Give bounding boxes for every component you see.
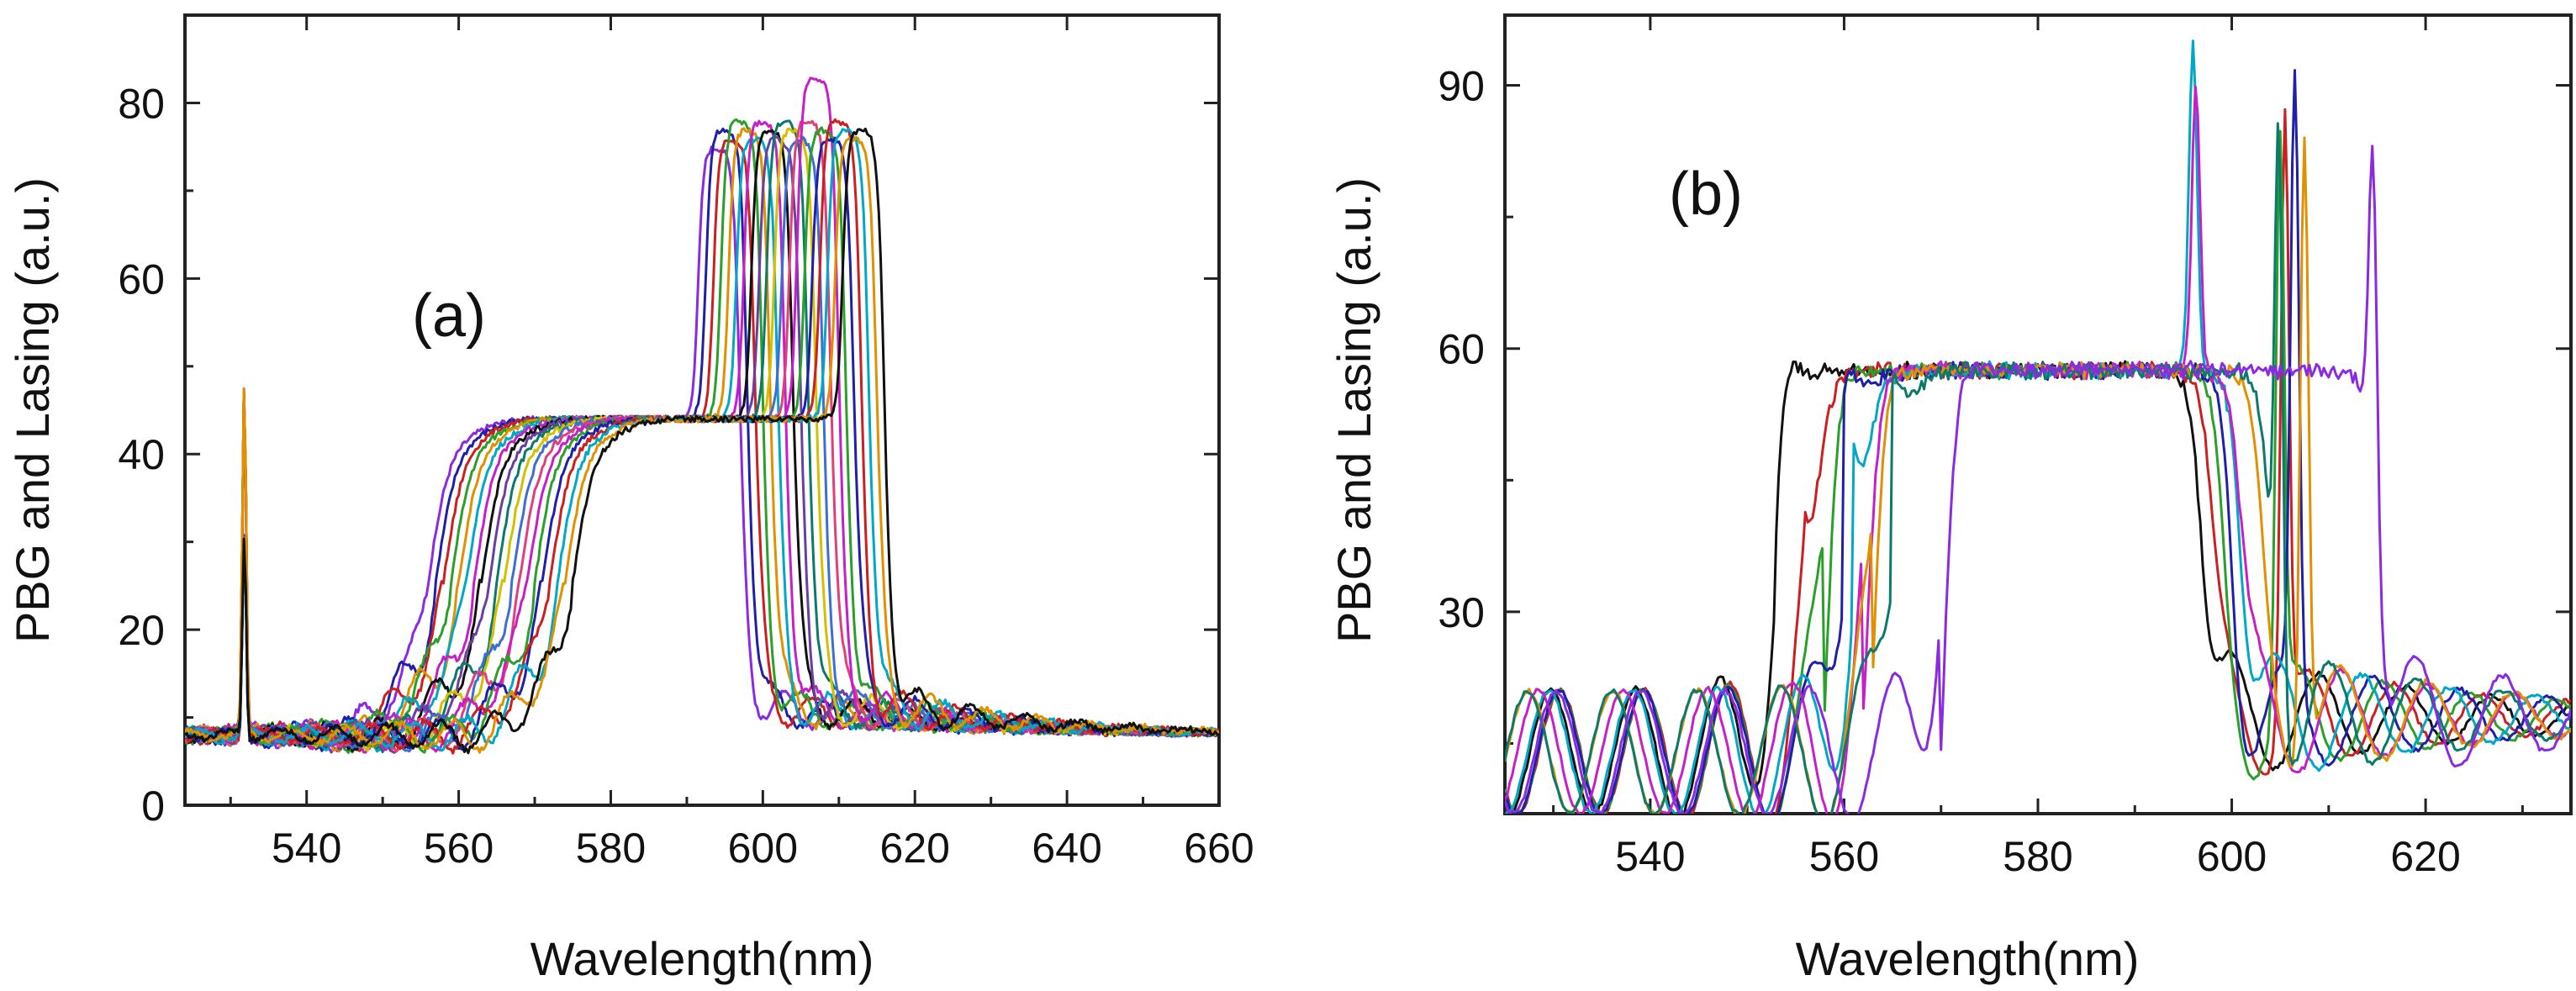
y-tick-label: 0 (141, 783, 165, 830)
panel-b-plot-frame (1503, 13, 2573, 815)
x-tick-label: 600 (2197, 833, 2267, 880)
x-tick-label: 620 (880, 825, 950, 872)
series-s20-line (185, 127, 1219, 755)
panel-a-label: (a) (412, 282, 486, 350)
x-tick-label: 580 (2003, 833, 2072, 880)
y-tick-label: 30 (1438, 589, 1485, 636)
y-tick-label: 60 (1438, 326, 1485, 373)
x-tick-label: 560 (1809, 833, 1879, 880)
panel-a-axes: 540 560 580 600 620 640 660 0 20 40 60 80 (118, 15, 1254, 872)
panel-b-series-group (1505, 40, 2571, 814)
panel-b-y-axis-title: PBG and Lasing (a.u.) (1328, 177, 1380, 643)
x-tick-label: 620 (2390, 833, 2460, 880)
series-b7-line (1505, 136, 2571, 814)
series-b9-line (1505, 145, 2571, 814)
panel-a-x-axis-title: Wavelength(nm) (531, 932, 874, 985)
x-tick-label: 540 (272, 825, 341, 872)
x-tick-label: 540 (1615, 833, 1685, 880)
y-tick-label: 40 (118, 431, 165, 478)
series-lines (185, 76, 1219, 755)
y-tick-label: 20 (118, 607, 165, 654)
panel-a-series-group (185, 76, 1219, 755)
x-tick-label: 640 (1032, 825, 1101, 872)
panel-a-y-axis-title: PBG and Lasing (a.u.) (6, 177, 59, 643)
y-tick-label: 60 (118, 256, 165, 303)
panel-b-label: (b) (1669, 161, 1743, 228)
panel-a-plot-frame (183, 13, 1221, 807)
panel-b-chart: 540 560 580 600 620 30 60 90 (b) Wavelength(nm)… (1328, 13, 2573, 985)
y-tick-label: 90 (1438, 63, 1485, 110)
panel-b-axes: 540 560 580 600 620 30 60 90 (1438, 15, 2571, 880)
x-tick-label: 560 (424, 825, 494, 872)
y-tick-label: 80 (118, 80, 165, 127)
panel-a-chart: 540 560 580 600 620 640 660 0 20 40 60 80 (a) Wavel… (6, 13, 1254, 985)
series-lines (1505, 40, 2571, 814)
x-tick-label: 580 (576, 825, 646, 872)
x-tick-label: 660 (1184, 825, 1254, 872)
x-tick-label: 600 (728, 825, 798, 872)
series-b8-line (1505, 122, 2571, 814)
panel-b-x-axis-title: Wavelength(nm) (1796, 932, 2140, 985)
